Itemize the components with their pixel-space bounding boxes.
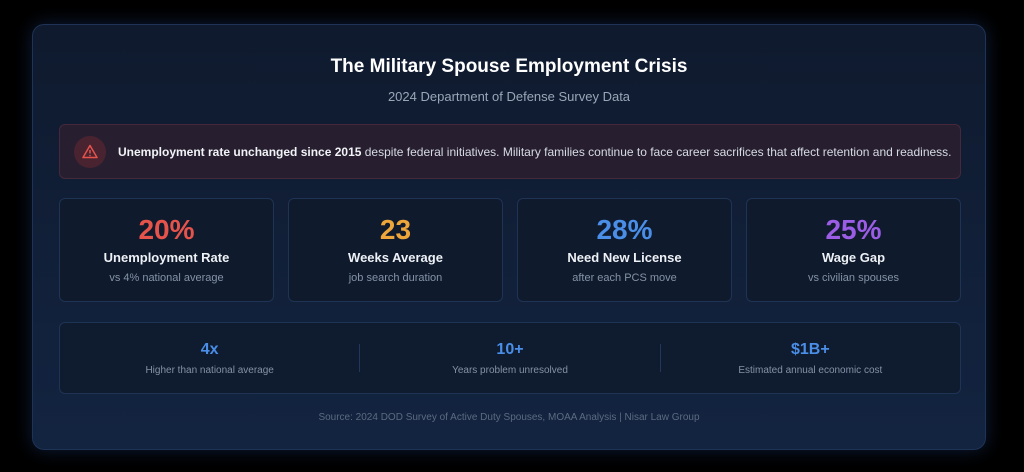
card-value: 28%: [596, 214, 653, 245]
page-subtitle: 2024 Department of Defense Survey Data: [387, 89, 631, 104]
stat-desc: Years problem unresolved: [452, 364, 568, 376]
stat-desc: Estimated annual economic cost: [738, 364, 883, 376]
summary-stat: 4x Higher than national average: [60, 341, 359, 376]
card-value: 20%: [138, 214, 195, 245]
card-label: Wage Gap: [821, 250, 886, 265]
alert-text: Unemployment rate unchanged since 2015 d…: [118, 145, 952, 159]
stat-value: $1B+: [790, 340, 830, 358]
alert-body: despite federal initiatives. Military fa…: [361, 144, 952, 159]
summary-strip: 4x Higher than national average 10+ Years …: [59, 322, 961, 394]
stat-desc: Higher than national average: [145, 364, 274, 376]
card-value: 25%: [825, 214, 882, 245]
card-sub: job search duration: [348, 272, 443, 284]
stat-value: 4x: [200, 340, 219, 358]
stat-value: 10+: [496, 340, 524, 358]
stat-card-weeks: 23 Weeks Average job search duration: [288, 198, 503, 302]
divider: [659, 344, 661, 372]
card-sub: vs 4% national average: [109, 272, 224, 284]
stat-card-unemployment: 20% Unemployment Rate vs 4% national ave…: [59, 198, 274, 302]
summary-stat: $1B+ Estimated annual economic cost: [661, 341, 960, 376]
page-title: The Military Spouse Employment Crisis: [330, 56, 688, 77]
card-sub: vs civilian spouses: [807, 272, 900, 284]
card-label: Need New License: [567, 250, 682, 265]
card-label: Unemployment Rate: [103, 250, 230, 265]
source-note: Source: 2024 DOD Survey of Active Duty S…: [318, 412, 700, 423]
card-value: 23: [379, 214, 412, 245]
stat-card-wage-gap: 25% Wage Gap vs civilian spouses: [746, 198, 961, 302]
stat-card-license: 28% Need New License after each PCS move: [517, 198, 732, 302]
warning-triangle-icon: [74, 135, 106, 168]
summary-stat: 10+ Years problem unresolved: [360, 341, 659, 376]
card-sub: after each PCS move: [572, 272, 677, 284]
divider: [359, 344, 361, 372]
infographic-panel: The Military Spouse Employment Crisis 20…: [32, 24, 986, 450]
card-label: Weeks Average: [348, 250, 443, 265]
alert-banner: Unemployment rate unchanged since 2015 d…: [59, 124, 961, 179]
alert-highlight: Unemployment rate unchanged since 2015: [118, 144, 362, 159]
